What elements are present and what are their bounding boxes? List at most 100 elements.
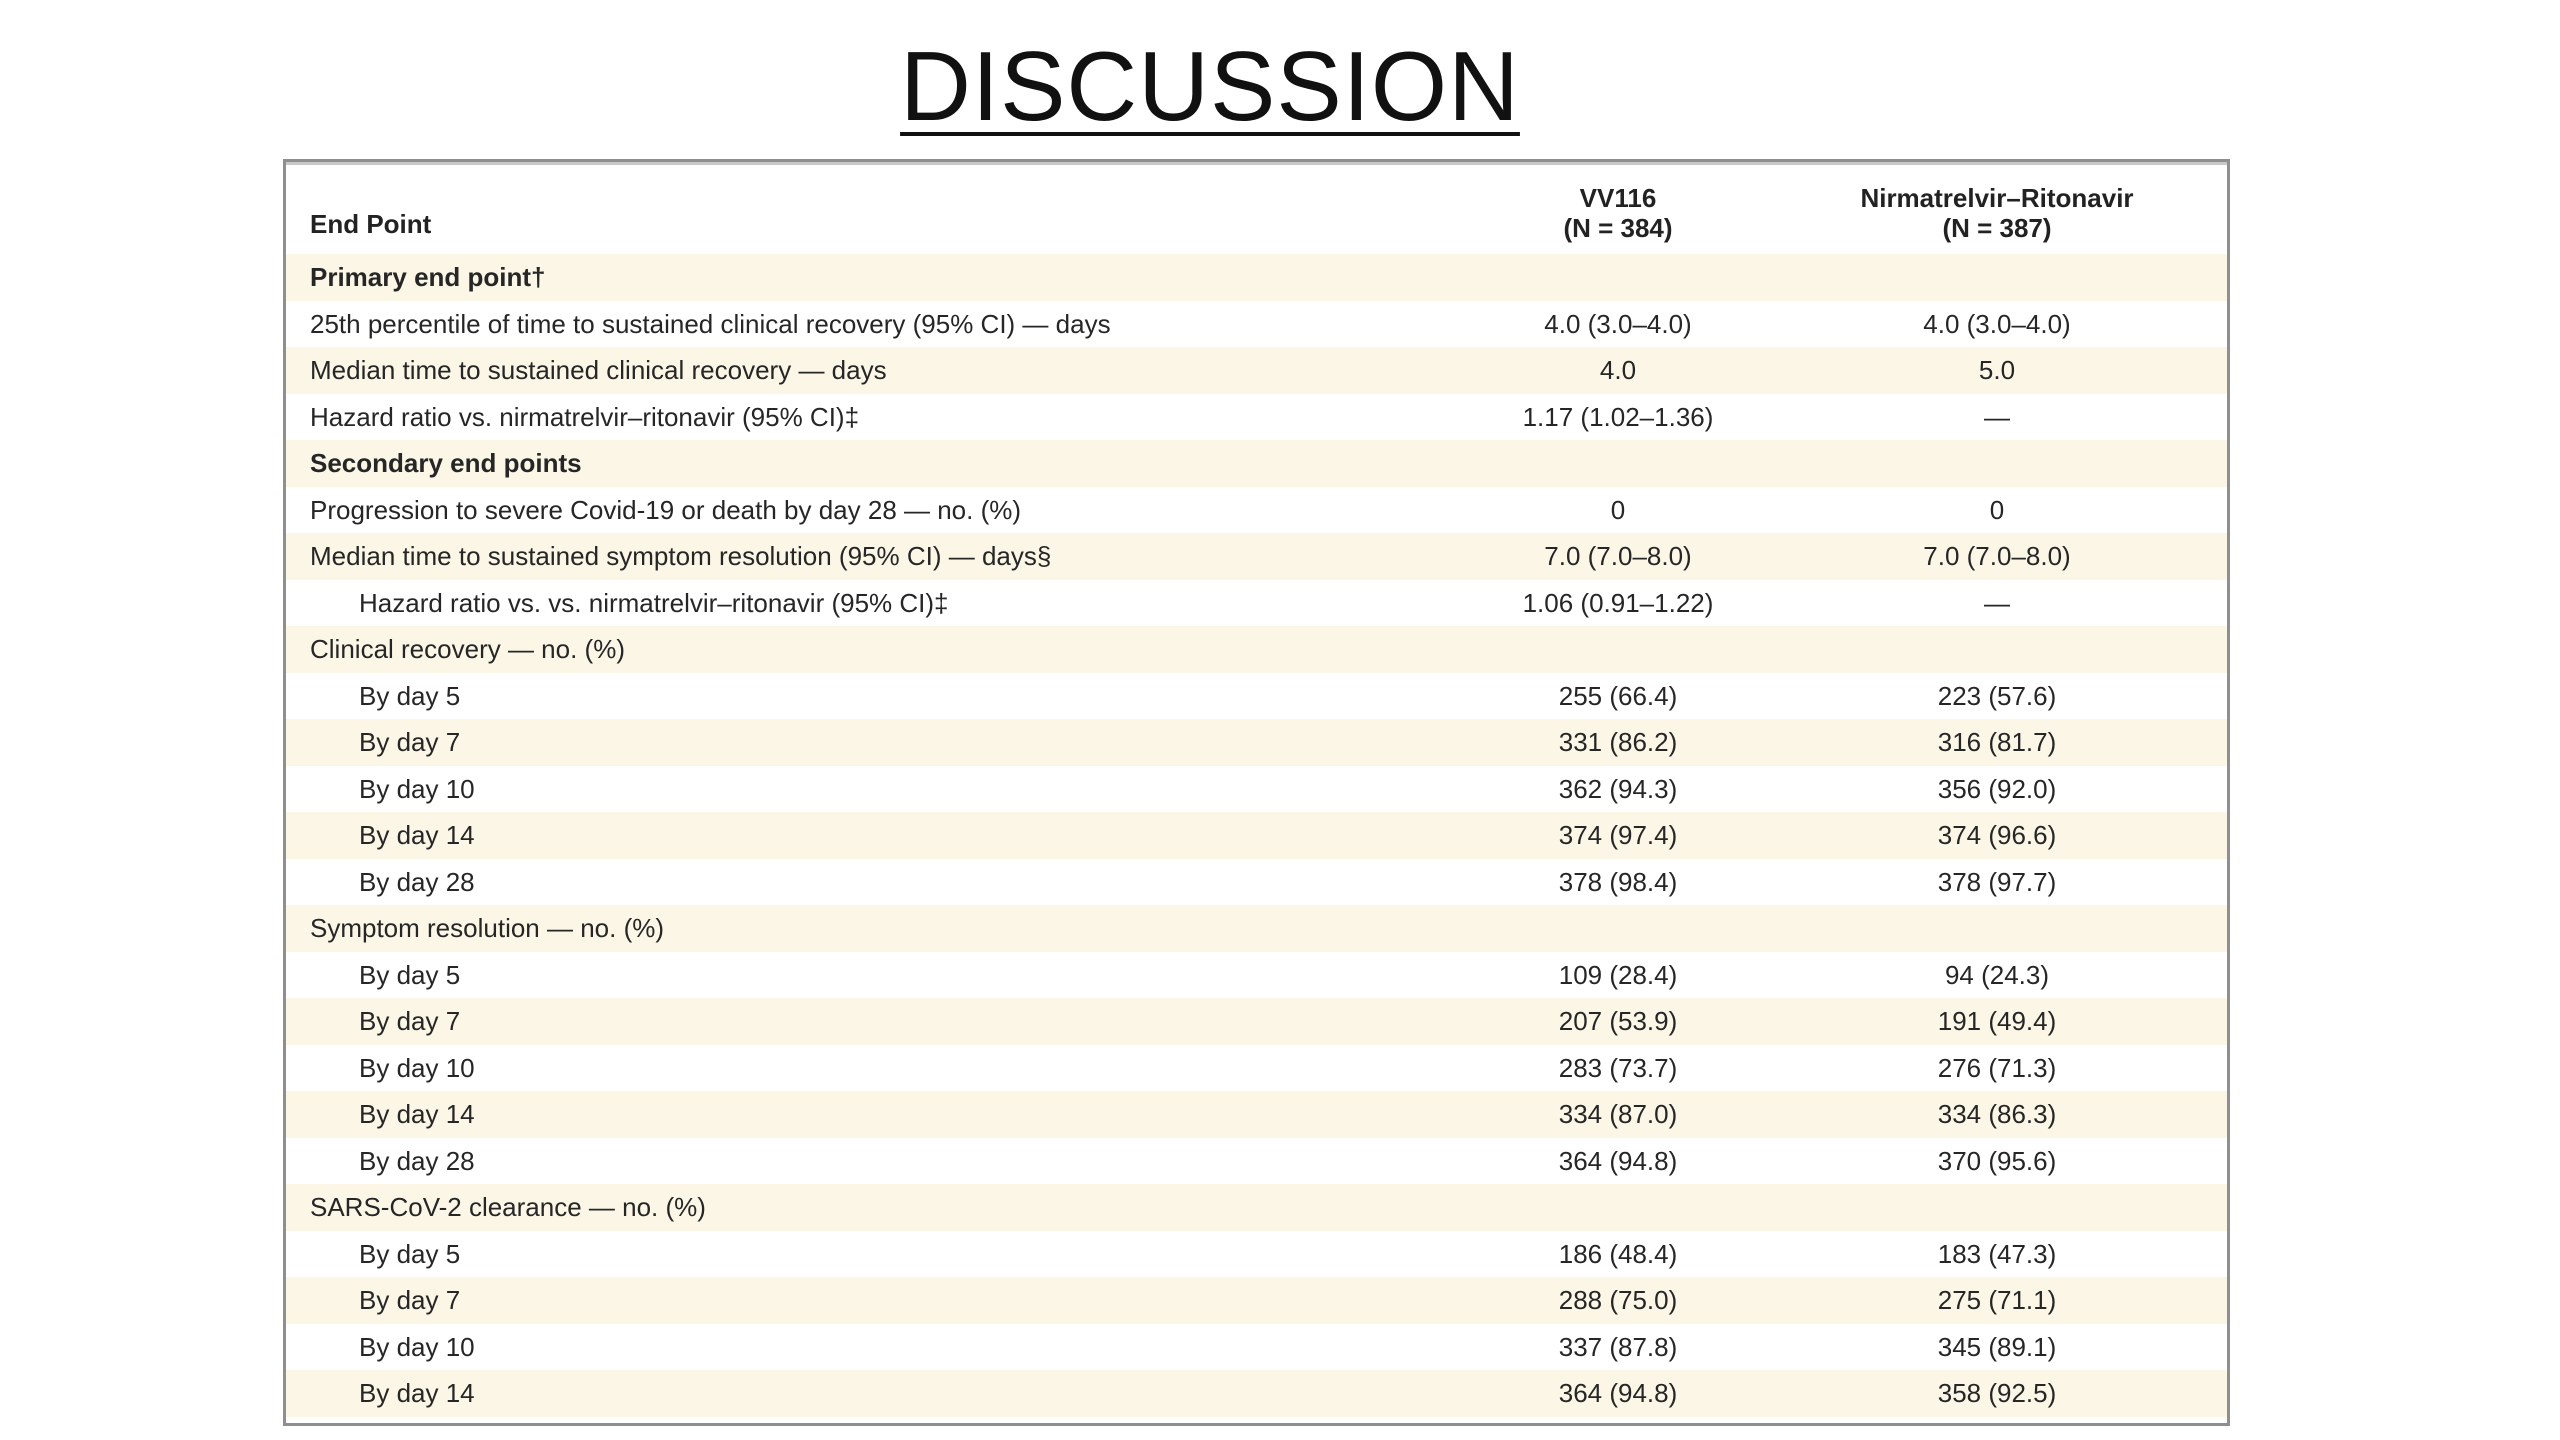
table-row: By day 14 364 (94.8) 358 (92.5) [286, 1370, 2227, 1417]
row-value-vv116: 283 (73.7) [1558, 1052, 1678, 1083]
row-value-vv116: 109 (28.4) [1558, 959, 1678, 990]
table-row: By day 5 255 (66.4) 223 (57.6) [286, 672, 2227, 719]
table-row: Clinical recovery — no. (%) [286, 626, 2227, 673]
row-value-nirmatrelvir: 7.0 (7.0–8.0) [1923, 541, 2071, 571]
row-label: By day 7 [359, 1285, 461, 1315]
table-row: Secondary end points [286, 440, 2227, 487]
row-value-vv116: 1.06 (0.91–1.22) [1522, 587, 1714, 618]
row-value-nirmatrelvir: 183 (47.3) [1937, 1238, 2057, 1269]
row-value-nirmatrelvir: 5.0 [1978, 355, 2016, 385]
row-value-nirmatrelvir: 370 (95.6) [1937, 1145, 2057, 1176]
header-nirmatrelvir-name: Nirmatrelvir–Ritonavir [1860, 183, 2134, 213]
table-row: By day 7 288 (75.0) 275 (71.1) [286, 1277, 2227, 1324]
table-row: By day 28 378 (98.4) 378 (97.7) [286, 858, 2227, 905]
row-value-vv116: 362 (94.3) [1558, 773, 1678, 804]
table-row: By day 14 334 (87.0) 334 (86.3) [286, 1091, 2227, 1138]
table-row: By day 5 186 (48.4) 183 (47.3) [286, 1230, 2227, 1277]
table-row: By day 14 374 (97.4) 374 (96.6) [286, 812, 2227, 859]
row-label: By day 10 [359, 773, 475, 804]
table-row: Median time to sustained symptom resolut… [286, 533, 2227, 580]
row-value-nirmatrelvir: 356 (92.0) [1937, 773, 2057, 804]
table-row: By day 28 364 (94.8) 370 (95.6) [286, 1137, 2227, 1184]
row-value-nirmatrelvir: 374 (96.6) [1937, 820, 2057, 850]
row-value-nirmatrelvir: 345 (89.1) [1937, 1331, 2057, 1362]
row-value-nirmatrelvir: 275 (71.1) [1937, 1285, 2057, 1315]
row-label: Median time to sustained symptom resolut… [310, 541, 1052, 571]
header-vv116: VV116 (N = 384) [1438, 183, 1798, 243]
header-nirmatrelvir: Nirmatrelvir–Ritonavir (N = 387) [1817, 183, 2177, 243]
table-row: Progression to severe Covid-19 or death … [286, 486, 2227, 533]
row-label: By day 10 [359, 1331, 475, 1362]
row-label: By day 7 [359, 727, 461, 757]
table-row: By day 10 283 (73.7) 276 (71.3) [286, 1044, 2227, 1091]
row-value-vv116: 374 (97.4) [1558, 820, 1678, 850]
table-row: By day 5 109 (28.4) 94 (24.3) [286, 951, 2227, 998]
table-row: Primary end point† [286, 254, 2227, 301]
row-value-vv116: 288 (75.0) [1558, 1285, 1678, 1315]
row-label: Hazard ratio vs. nirmatrelvir–ritonavir … [310, 401, 860, 432]
header-vv116-name: VV116 [1579, 183, 1657, 213]
table-row: By day 10 362 (94.3) 356 (92.0) [286, 765, 2227, 812]
row-label: By day 28 [359, 866, 475, 897]
row-value-vv116: 337 (87.8) [1558, 1331, 1678, 1362]
row-value-nirmatrelvir: 276 (71.3) [1937, 1052, 2057, 1083]
slide-title-text: DISCUSSION [900, 31, 1520, 141]
row-value-nirmatrelvir: 316 (81.7) [1937, 727, 2057, 757]
table-row: By day 7 207 (53.9) 191 (49.4) [286, 998, 2227, 1045]
table-row: By day 7 331 (86.2) 316 (81.7) [286, 719, 2227, 766]
row-label: Secondary end points [310, 448, 582, 478]
row-label: Symptom resolution — no. (%) [310, 913, 665, 943]
row-value-vv116: 207 (53.9) [1558, 1006, 1678, 1036]
row-label: Clinical recovery — no. (%) [310, 634, 625, 664]
header-endpoint: End Point [310, 209, 432, 239]
row-value-nirmatrelvir: — [1984, 587, 2010, 618]
row-label: By day 5 [359, 680, 461, 711]
row-label: Progression to severe Covid-19 or death … [310, 494, 1022, 525]
row-value-nirmatrelvir: 378 (97.7) [1937, 866, 2057, 897]
row-value-vv116: 334 (87.0) [1558, 1099, 1678, 1129]
table-row: By day 10 337 (87.8) 345 (89.1) [286, 1323, 2227, 1370]
row-value-vv116: 1.17 (1.02–1.36) [1522, 401, 1714, 432]
row-label: By day 14 [359, 1099, 475, 1129]
row-value-vv116: 4.0 (3.0–4.0) [1544, 308, 1692, 339]
row-label: Hazard ratio vs. vs. nirmatrelvir–ritona… [359, 587, 949, 618]
table-row: 25th percentile of time to sustained cli… [286, 300, 2227, 347]
row-label: Primary end point† [310, 262, 546, 292]
row-value-nirmatrelvir: 94 (24.3) [1944, 959, 2050, 990]
table-header: End Point VV116 (N = 384) Nirmatrelvir–R… [286, 162, 2227, 254]
row-label: By day 7 [359, 1006, 461, 1036]
slide-title: DISCUSSION [0, 30, 2420, 143]
row-value-nirmatrelvir: 334 (86.3) [1937, 1099, 2057, 1129]
header-nirmatrelvir-n: (N = 387) [1942, 213, 2052, 243]
row-label: 25th percentile of time to sustained cli… [310, 308, 1111, 339]
row-value-vv116: 255 (66.4) [1558, 680, 1678, 711]
row-value-nirmatrelvir: 223 (57.6) [1937, 680, 2057, 711]
row-value-vv116: 331 (86.2) [1558, 727, 1678, 757]
row-label: SARS-CoV-2 clearance — no. (%) [310, 1192, 706, 1222]
row-label: By day 5 [359, 959, 461, 990]
table-row: Median time to sustained clinical recove… [286, 347, 2227, 394]
row-value-vv116: 378 (98.4) [1558, 866, 1678, 897]
row-value-vv116: 7.0 (7.0–8.0) [1544, 541, 1692, 571]
row-value-nirmatrelvir: 4.0 (3.0–4.0) [1923, 308, 2071, 339]
row-value-nirmatrelvir: 191 (49.4) [1937, 1006, 2057, 1036]
table-row: Hazard ratio vs. nirmatrelvir–ritonavir … [286, 393, 2227, 440]
row-value-vv116: 4.0 [1599, 355, 1637, 385]
row-label: By day 14 [359, 1378, 475, 1408]
row-value-nirmatrelvir: 358 (92.5) [1937, 1378, 2057, 1408]
table-row: SARS-CoV-2 clearance — no. (%) [286, 1184, 2227, 1231]
row-value-vv116: 364 (94.8) [1558, 1378, 1678, 1408]
row-value-vv116: 186 (48.4) [1558, 1238, 1678, 1269]
header-vv116-n: (N = 384) [1563, 213, 1673, 243]
table-body: Primary end point† 25th percentile of tim… [286, 254, 2227, 1417]
row-label: By day 28 [359, 1145, 475, 1176]
row-label: By day 14 [359, 820, 475, 850]
table-row: Hazard ratio vs. vs. nirmatrelvir–ritona… [286, 579, 2227, 626]
row-label: Median time to sustained clinical recove… [310, 355, 887, 385]
row-value-nirmatrelvir: — [1984, 401, 2010, 432]
results-table: End Point VV116 (N = 384) Nirmatrelvir–R… [283, 159, 2230, 1426]
row-label: By day 10 [359, 1052, 475, 1083]
row-label: By day 5 [359, 1238, 461, 1269]
row-value-vv116: 0 [1610, 494, 1626, 525]
table-row: Symptom resolution — no. (%) [286, 905, 2227, 952]
